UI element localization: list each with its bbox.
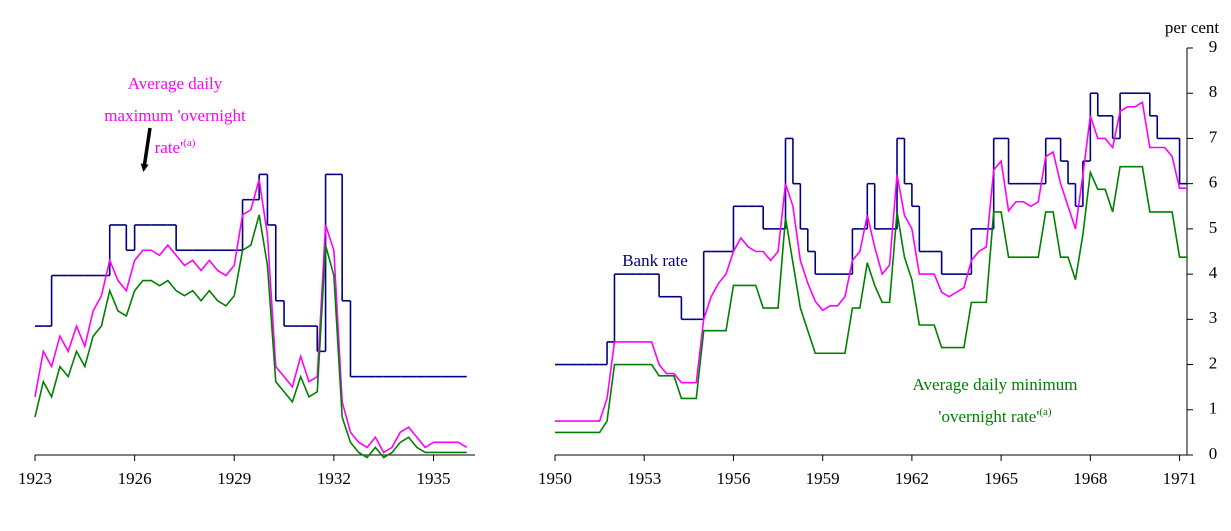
x-tick-label: 1959	[806, 469, 840, 488]
x-tick-label: 1965	[984, 469, 1018, 488]
series-line	[555, 100, 1187, 422]
y-axis-label: per cent	[1165, 18, 1220, 37]
annotation: 'overnight rate'(a)	[938, 406, 1052, 426]
y-tick-label: 9	[1209, 37, 1218, 56]
y-tick-label: 8	[1209, 82, 1218, 101]
annotation-superscript: (a)	[1039, 406, 1052, 418]
annotation: Average daily minimum	[913, 375, 1078, 394]
annotation: Bank rate	[622, 251, 688, 270]
annotation-arrow	[140, 127, 152, 172]
annotation-text: rate'	[155, 138, 184, 157]
annotation-text: Average daily minimum	[913, 375, 1078, 394]
y-tick-label: 4	[1209, 263, 1218, 282]
x-tick-label: 1929	[217, 469, 251, 488]
annotation-text: maximum 'overnight	[104, 106, 246, 125]
x-tick-label: 1935	[416, 469, 450, 488]
x-tick-label: 1950	[538, 469, 572, 488]
x-tick-label: 1971	[1163, 469, 1197, 488]
y-tick-label: 5	[1209, 218, 1218, 237]
annotation: maximum 'overnight	[104, 106, 246, 125]
y-tick-label: 0	[1209, 444, 1218, 463]
x-tick-label: 1926	[118, 469, 152, 488]
x-tick-label: 1962	[895, 469, 929, 488]
x-tick-label: 1968	[1073, 469, 1107, 488]
y-tick-label: 1	[1209, 399, 1218, 418]
series-line	[34, 179, 468, 454]
x-tick-label: 1953	[627, 469, 661, 488]
series-line	[34, 214, 467, 459]
y-tick-label: 7	[1209, 127, 1218, 146]
y-tick-label: 2	[1209, 353, 1218, 372]
annotation-text: Bank rate	[622, 251, 688, 270]
x-tick-label: 1956	[716, 469, 750, 488]
y-tick-label: 3	[1209, 308, 1218, 327]
annotation-text: Average daily	[128, 74, 223, 93]
x-tick-label: 1932	[317, 469, 351, 488]
annotation: rate'(a)	[155, 137, 196, 157]
x-tick-label: 1923	[18, 469, 52, 488]
annotation: Average daily	[128, 74, 223, 93]
annotation-text: 'overnight rate'	[938, 407, 1039, 426]
annotation-superscript: (a)	[183, 137, 196, 149]
y-tick-label: 6	[1209, 173, 1218, 192]
series-line	[555, 165, 1187, 434]
